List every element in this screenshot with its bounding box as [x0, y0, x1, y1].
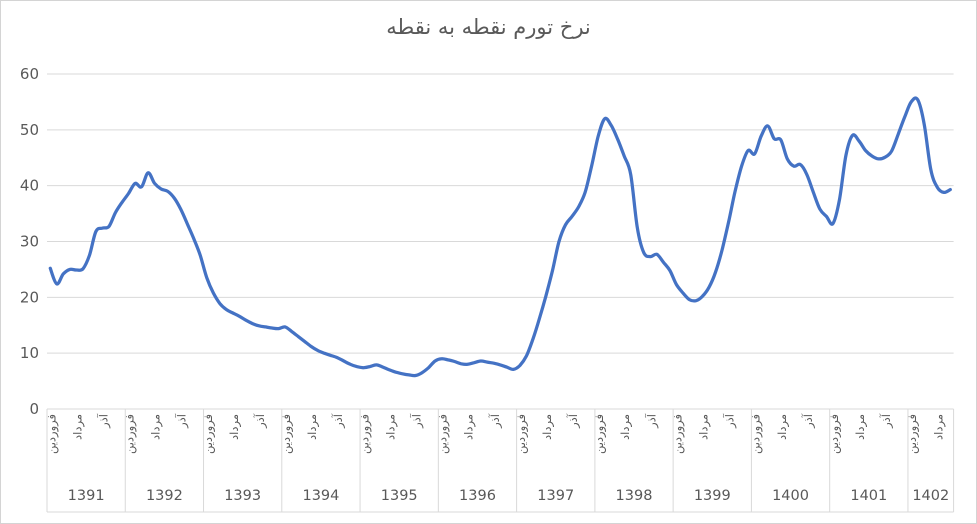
chart-title: نرخ تورم نقطه به نقطه	[386, 15, 591, 39]
year-label: 1398	[616, 488, 653, 504]
y-axis-label: 30	[20, 233, 39, 251]
month-label: فروردین	[436, 414, 451, 454]
month-label: آذر	[801, 413, 816, 429]
month-label: مرداد	[775, 414, 790, 440]
year-label: 1391	[68, 488, 105, 504]
month-label: فروردین	[514, 414, 529, 454]
month-label: آذر	[488, 413, 503, 429]
year-label: 1400	[772, 488, 809, 504]
month-label: فروردین	[279, 414, 294, 454]
month-label: فروردین	[123, 414, 138, 454]
month-label: مرداد	[853, 414, 868, 440]
month-label: مرداد	[618, 414, 633, 440]
year-label: 1396	[459, 488, 496, 504]
month-label: آذر	[96, 413, 111, 429]
month-label: فروردین	[357, 414, 372, 454]
year-label: 1394	[302, 488, 339, 504]
month-label: فروردین	[670, 414, 685, 454]
year-label: 1399	[694, 488, 731, 504]
month-label: مرداد	[227, 414, 242, 440]
month-label: مرداد	[540, 414, 555, 440]
month-label: مرداد	[149, 414, 164, 440]
month-label: مرداد	[70, 414, 85, 440]
month-label: مرداد	[383, 414, 398, 440]
month-label: آذر	[410, 413, 425, 429]
y-axis-label: 20	[20, 288, 39, 306]
month-label: فروردین	[749, 414, 764, 454]
year-label: 1395	[381, 488, 418, 504]
month-label: آذر	[879, 413, 894, 429]
inflation-line	[48, 96, 952, 378]
y-axis-label: 0	[29, 400, 39, 418]
month-label: آذر	[175, 413, 190, 429]
year-label: 1401	[850, 488, 887, 504]
year-label: 1393	[224, 488, 261, 504]
month-label: آذر	[644, 413, 659, 429]
month-label: فروردین	[905, 414, 920, 454]
year-label: 1402	[912, 488, 949, 504]
y-axis-label: 40	[20, 177, 39, 195]
month-label: آذر	[566, 413, 581, 429]
y-axis-label: 50	[20, 121, 39, 139]
year-label: 1392	[146, 488, 183, 504]
month-label: فروردین	[201, 414, 216, 454]
year-label: 1397	[537, 488, 574, 504]
y-axis-label: 10	[20, 344, 39, 362]
y-axis-label: 60	[20, 65, 39, 83]
month-label: آذر	[331, 413, 346, 429]
month-label: فروردین	[592, 414, 607, 454]
month-label: آذر	[723, 413, 738, 429]
month-label: مرداد	[305, 414, 320, 440]
month-label: مرداد	[462, 414, 477, 440]
month-label: مرداد	[696, 414, 711, 440]
month-label: فروردین	[44, 414, 59, 454]
month-label: آذر	[253, 413, 268, 429]
month-label: فروردین	[827, 414, 842, 454]
month-label: مرداد	[931, 414, 946, 440]
